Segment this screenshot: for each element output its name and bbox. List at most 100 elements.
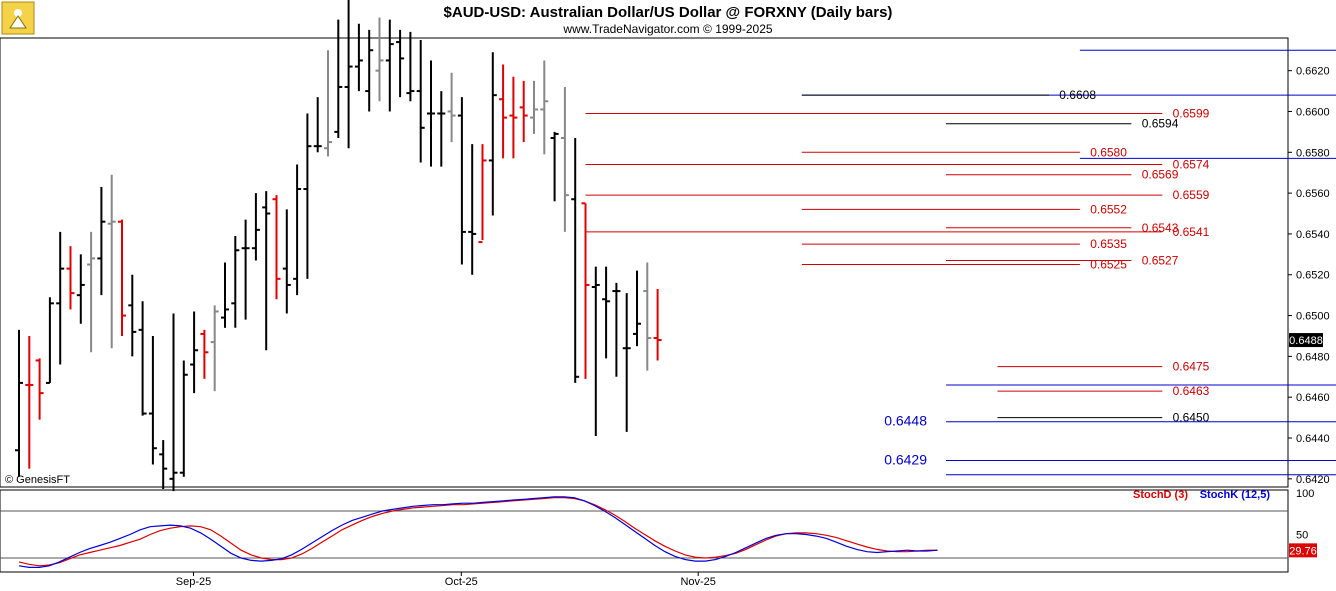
- ohlc-bar: [210, 305, 219, 392]
- ohlc-bar: [128, 274, 137, 357]
- ohlc-bars: [15, 0, 662, 492]
- ohlc-bar: [334, 19, 343, 139]
- level-label: 0.6543: [1142, 221, 1179, 235]
- ohlc-bar: [293, 164, 302, 296]
- level-label: 0.6535: [1090, 237, 1127, 251]
- price-tick-label: 0.6620: [1296, 66, 1330, 78]
- watermark: © GenesisFT: [5, 474, 70, 486]
- level-label: 0.6475: [1173, 360, 1210, 374]
- level-label: 0.6608: [1059, 88, 1096, 102]
- level-label: 0.6527: [1142, 253, 1179, 267]
- stoch-panel: [0, 489, 1289, 573]
- ohlc-bar: [97, 186, 106, 296]
- level-label: 0.6525: [1090, 258, 1127, 272]
- ohlc-bar: [416, 40, 425, 163]
- ohlc-bar: [15, 329, 23, 477]
- ohlc-bar: [190, 311, 199, 394]
- ohlc-bar: [231, 235, 240, 328]
- ohlc-bar: [200, 329, 209, 379]
- ohlc-bar: [633, 270, 641, 347]
- stoch-axis: 50 100: [1296, 488, 1314, 542]
- last-price-label: 0.6488: [1289, 335, 1323, 347]
- ohlc-bar: [396, 29, 405, 98]
- price-tick-label: 0.6600: [1296, 106, 1330, 118]
- ohlc-bar: [365, 29, 374, 112]
- ohlc-bar: [540, 60, 549, 155]
- price-tick-label: 0.6480: [1296, 351, 1330, 363]
- level-label: 0.6580: [1090, 145, 1127, 159]
- ohlc-bar: [251, 193, 260, 261]
- ohlc-bar: [602, 266, 611, 359]
- level-label: 0.6541: [1173, 225, 1210, 239]
- level-label: 0.6574: [1173, 158, 1210, 172]
- chart-title: $AUD-USD: Australian Dollar/US Dollar @ …: [444, 4, 893, 21]
- ohlc-bar: [406, 31, 415, 102]
- logo-icon: [1, 1, 35, 35]
- ohlc-bar: [571, 138, 580, 383]
- price-tick-label: 0.6520: [1296, 270, 1330, 282]
- price-tick-label: 0.6500: [1296, 311, 1330, 323]
- legend-stochk: StochK (12,5): [1200, 489, 1271, 501]
- price-tick-label: 0.6560: [1296, 188, 1330, 200]
- ohlc-bar: [179, 360, 188, 477]
- ohlc-bar: [282, 209, 291, 314]
- price-panel: [0, 37, 1289, 488]
- ohlc-bar: [427, 60, 435, 167]
- ohlc-bar: [262, 191, 271, 351]
- ohlc-bar: [344, 0, 353, 149]
- ohlc-bar: [622, 293, 631, 432]
- legend-stochd: StochD (3): [1133, 489, 1188, 501]
- level-label: 0.6429: [884, 451, 927, 467]
- stochk-line: [18, 496, 938, 569]
- level-label: 0.6448: [884, 413, 927, 429]
- ohlc-bar: [303, 113, 312, 279]
- last-stoch-label: 29.76: [1289, 545, 1317, 557]
- ohlc-bar: [591, 266, 600, 436]
- ohlc-bar: [385, 19, 394, 112]
- stoch-tick-label: 50: [1296, 530, 1308, 542]
- chart-subtitle: www.TradeNavigator.com © 1999-2025: [562, 22, 772, 36]
- ohlc-bar: [45, 297, 54, 384]
- ohlc-bar: [581, 202, 590, 379]
- ohlc-bar: [241, 219, 250, 320]
- ohlc-bar: [272, 195, 281, 300]
- price-tick-label: 0.6420: [1296, 474, 1330, 486]
- ohlc-bar: [550, 131, 559, 202]
- ohlc-bar: [530, 80, 538, 134]
- ohlc-bar: [35, 358, 44, 420]
- level-label: 0.6552: [1090, 202, 1127, 216]
- ohlc-bar: [643, 262, 652, 371]
- ohlc-bar: [653, 289, 662, 361]
- x-tick-label: Nov-25: [680, 576, 715, 588]
- stoch-tick-label: 100: [1296, 488, 1314, 500]
- ohlc-bar: [76, 254, 85, 324]
- x-tick-label: Oct-25: [445, 576, 478, 588]
- price-tick-label: 0.6460: [1296, 392, 1330, 404]
- price-tick-label: 0.6540: [1296, 229, 1330, 241]
- level-label: 0.6599: [1173, 107, 1210, 121]
- stoch-lines: [18, 496, 938, 569]
- price-tick-label: 0.6580: [1296, 147, 1330, 159]
- ohlc-bar: [313, 97, 322, 153]
- level-lines: 0.66300.66080.66080.65990.65940.65800.65…: [585, 49, 1336, 476]
- ohlc-bar: [118, 219, 126, 336]
- price-tick-label: 0.6440: [1296, 433, 1330, 445]
- ohlc-bar: [66, 246, 75, 310]
- ohlc-bar: [169, 313, 178, 492]
- ohlc-bar: [478, 144, 487, 244]
- ohlc-bar: [447, 72, 456, 143]
- ohlc-bar: [509, 76, 518, 159]
- ohlc-bar: [437, 91, 446, 167]
- ohlc-bar: [354, 23, 363, 92]
- ohlc-bar: [324, 50, 332, 157]
- ohlc-bar: [159, 440, 168, 490]
- ohlc-bar: [468, 144, 477, 275]
- price-axis: 0.6420 0.6440 0.6460 0.6480 0.6500 0.6520 0.65…: [1288, 66, 1330, 486]
- ohlc-bar: [488, 52, 497, 216]
- level-label: 0.6463: [1173, 384, 1210, 398]
- ohlc-bar: [560, 86, 569, 232]
- ohlc-bar: [56, 231, 65, 365]
- last-price-marker: 0.6488: [1289, 333, 1323, 348]
- ohlc-bar: [148, 335, 157, 465]
